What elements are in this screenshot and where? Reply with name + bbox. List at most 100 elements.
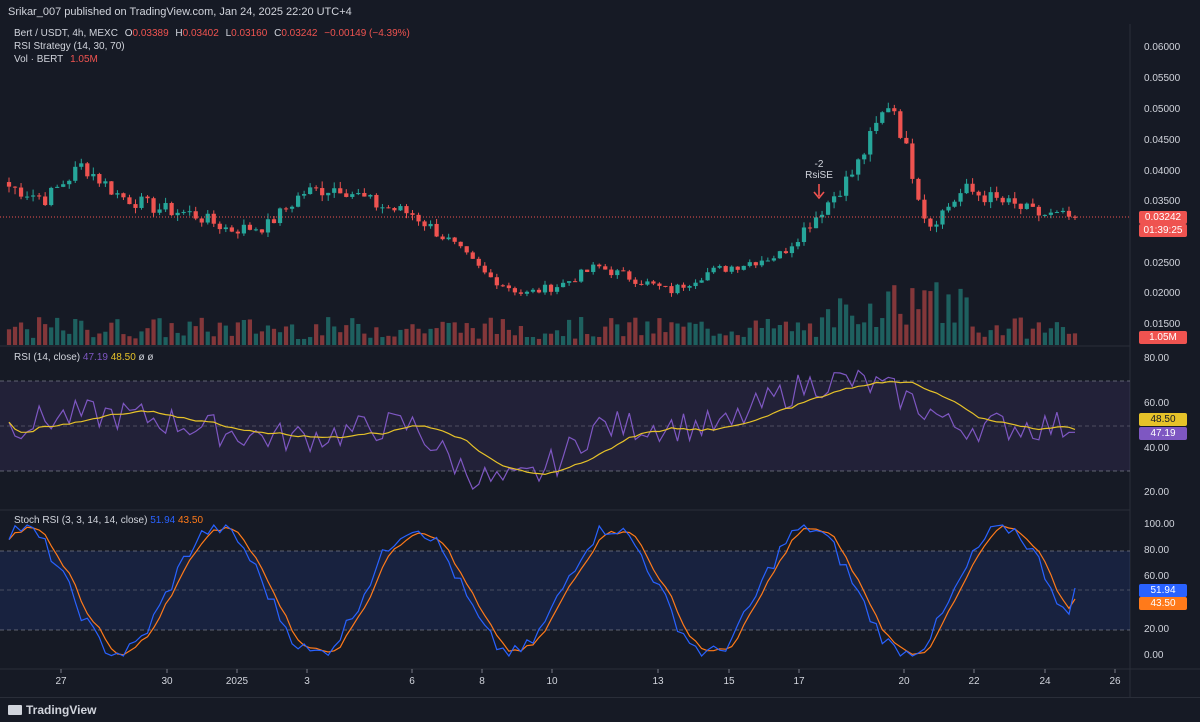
volume-bar (133, 338, 138, 345)
volume-bar (910, 288, 915, 345)
volume-bar (964, 297, 969, 345)
candle-body (850, 174, 855, 177)
tradingview-logo[interactable]: TradingView (8, 703, 96, 717)
date-tick: 17 (793, 676, 805, 687)
candle-body (37, 195, 42, 197)
candle-body (247, 224, 253, 230)
volume-bar (663, 332, 668, 345)
volume-bar (687, 322, 692, 345)
symbol-legend[interactable]: Bert / USDT, 4h, MEXC O0.03389 H0.03402 … (14, 28, 414, 39)
candle-body (271, 219, 277, 224)
rsi-value: 47.19 (82, 352, 108, 363)
volume-bar (898, 313, 903, 345)
stoch-legend[interactable]: Stoch RSI (3, 3, 14, 14, close) 51.94 43… (14, 515, 203, 526)
candle-body (91, 174, 96, 177)
volume-bar (452, 322, 457, 345)
candle-body (458, 241, 463, 247)
candle-body (771, 258, 776, 261)
candle-body (880, 112, 885, 123)
volume-bar (542, 333, 548, 345)
candle-body (560, 282, 566, 288)
volume-bar (482, 323, 487, 345)
candle-body (332, 188, 337, 193)
volume-bar (139, 331, 144, 345)
volume-bar (1036, 322, 1041, 345)
rsi-ma-value: 48.50 (110, 352, 136, 363)
volume-bar (536, 338, 542, 345)
candle-body (868, 131, 873, 155)
volume-bar (49, 327, 54, 345)
volume-bar (67, 333, 72, 345)
volume-bar (295, 338, 301, 345)
volume-bar (416, 328, 421, 345)
volume-value: 1.05M (70, 54, 98, 65)
strategy-legend[interactable]: RSI Strategy (14, 30, 70) (14, 41, 125, 52)
candle-body (12, 186, 18, 188)
signal-name: RsiSE (805, 170, 833, 181)
candle-body (862, 154, 867, 160)
candle-body (127, 197, 132, 205)
candle-body (777, 251, 782, 259)
date-tick: 15 (723, 676, 735, 687)
volume-bar (199, 317, 204, 345)
volume-tag: 1.05M (1139, 331, 1187, 344)
candle-body (964, 183, 969, 194)
volume-bar (597, 336, 602, 345)
candle-body (645, 281, 650, 285)
candle-body (187, 211, 192, 213)
candle-body (217, 223, 222, 230)
volume-bar (825, 309, 831, 345)
volume-bar (735, 335, 740, 345)
volume-bar (699, 321, 704, 345)
volume-bar (320, 335, 325, 345)
volume-bar (615, 324, 620, 345)
candle-body (356, 192, 361, 195)
candle-body (73, 166, 78, 181)
volume-bar (79, 320, 84, 345)
volume-bar (326, 317, 331, 345)
candle-body (825, 202, 831, 215)
candle-body (133, 204, 138, 208)
volume-bar (639, 335, 644, 345)
candle-body (633, 279, 638, 284)
volume-bar (30, 337, 36, 345)
volume-bar (1018, 317, 1023, 345)
candle-body (380, 207, 385, 209)
candle-body (265, 219, 271, 233)
volume-legend[interactable]: Vol · BERT 1.05M (14, 54, 102, 65)
volume-bar (669, 322, 674, 345)
volume-bar (356, 324, 361, 345)
candle-body (988, 192, 993, 203)
rsi-legend[interactable]: RSI (14, close) 47.19 48.50 ø ø (14, 352, 154, 363)
volume-bar (844, 304, 849, 345)
volume-bar (579, 317, 584, 345)
candle-body (591, 264, 596, 272)
volume-bar (151, 319, 156, 345)
volume-bar (1012, 318, 1017, 345)
candle-body (1030, 203, 1035, 207)
volume-bar (934, 282, 939, 345)
date-tick: 3 (304, 676, 310, 687)
volume-bar (259, 331, 265, 345)
volume-bar (916, 309, 921, 345)
volume-bar (765, 318, 770, 345)
symbol-name[interactable]: Bert / USDT, 4h, MEXC (14, 28, 118, 39)
candle-body (518, 292, 524, 294)
candle-body (1066, 210, 1072, 217)
volume-bar (73, 319, 78, 345)
candle-body (1060, 210, 1066, 213)
volume-bar (1066, 333, 1072, 345)
candle-body (856, 159, 861, 175)
volume-bar (633, 317, 638, 345)
candle-body (175, 212, 180, 216)
candle-body (109, 181, 114, 195)
candle-body (422, 221, 427, 227)
volume-bar (862, 322, 867, 345)
volume-bar (380, 337, 385, 345)
candle-body (807, 227, 813, 229)
candle-body (958, 193, 963, 202)
volume-bar (573, 338, 578, 345)
candle-body (115, 193, 120, 195)
candle-body (302, 194, 307, 196)
